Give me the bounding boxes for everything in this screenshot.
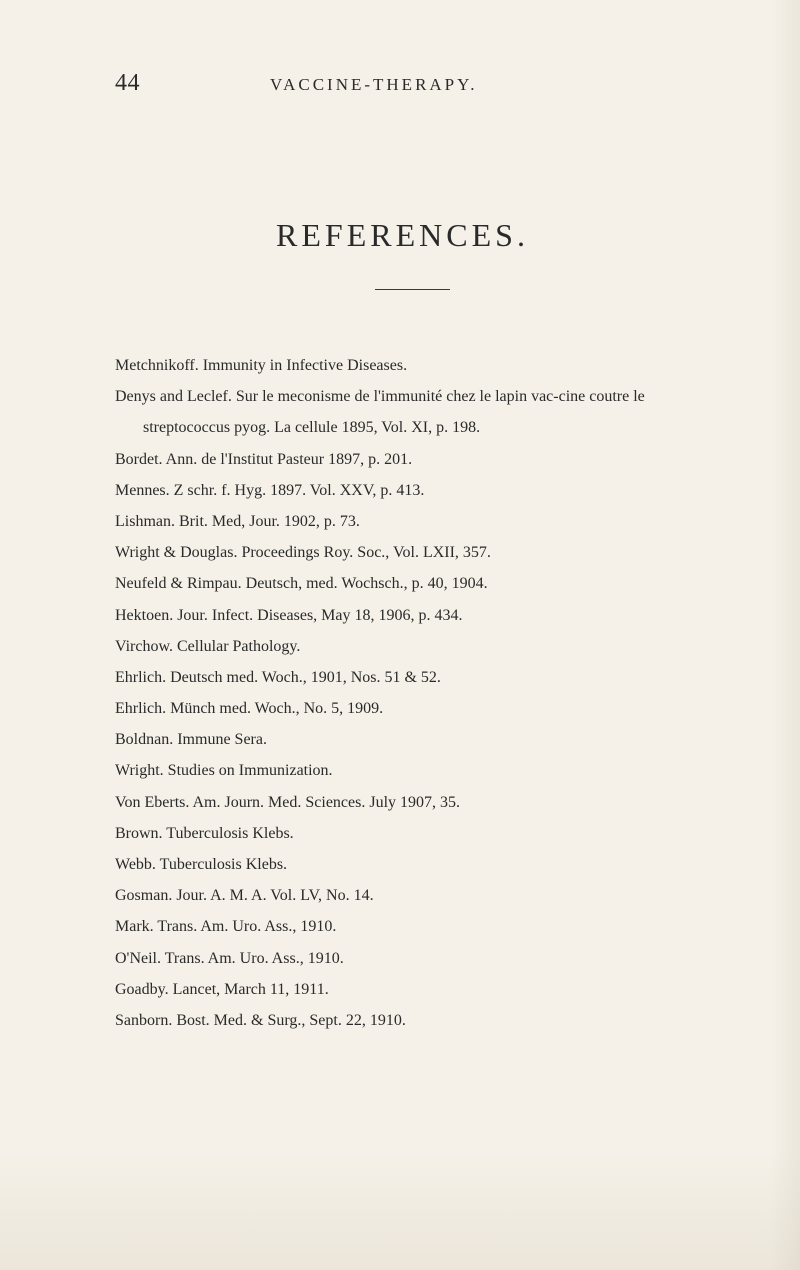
reference-entry: O'Neil. Trans. Am. Uro. Ass., 1910. [115,943,710,974]
reference-entry: Wright & Douglas. Proceedings Roy. Soc.,… [115,537,710,568]
page-header: 44 VACCINE-THERAPY. [115,70,710,97]
references-list: Metchnikoff. Immunity in Infective Disea… [115,350,710,1036]
title-divider [375,289,450,290]
reference-entry: Mennes. Z schr. f. Hyg. 1897. Vol. XXV, … [115,475,710,506]
reference-entry: Wright. Studies on Immunization. [115,755,710,786]
page-number: 44 [115,70,140,97]
reference-entry: Webb. Tuberculosis Klebs. [115,849,710,880]
reference-entry: Ehrlich. Deutsch med. Woch., 1901, Nos. … [115,662,710,693]
reference-entry: Metchnikoff. Immunity in Infective Disea… [115,350,710,381]
running-head: VACCINE-THERAPY. [270,75,477,95]
reference-entry: Gosman. Jour. A. M. A. Vol. LV, No. 14. [115,880,710,911]
reference-entry: Goadby. Lancet, March 11, 1911. [115,974,710,1005]
reference-entry: Boldnan. Immune Sera. [115,724,710,755]
reference-entry: Ehrlich. Münch med. Woch., No. 5, 1909. [115,693,710,724]
reference-entry: Sanborn. Bost. Med. & Surg., Sept. 22, 1… [115,1005,710,1036]
reference-entry: Brown. Tuberculosis Klebs. [115,818,710,849]
reference-entry: Bordet. Ann. de l'Institut Pasteur 1897,… [115,444,710,475]
reference-entry: Denys and Leclef. Sur le meconisme de l'… [115,381,710,443]
reference-entry: Neufeld & Rimpau. Deutsch, med. Wochsch.… [115,568,710,599]
reference-entry: Virchow. Cellular Pathology. [115,631,710,662]
reference-entry: Von Eberts. Am. Journ. Med. Sciences. Ju… [115,787,710,818]
reference-entry: Lishman. Brit. Med, Jour. 1902, p. 73. [115,506,710,537]
page-title: REFERENCES. [95,217,710,254]
reference-entry: Mark. Trans. Am. Uro. Ass., 1910. [115,911,710,942]
reference-entry: Hektoen. Jour. Infect. Diseases, May 18,… [115,600,710,631]
page-container: 44 VACCINE-THERAPY. REFERENCES. Metchnik… [0,0,800,1270]
